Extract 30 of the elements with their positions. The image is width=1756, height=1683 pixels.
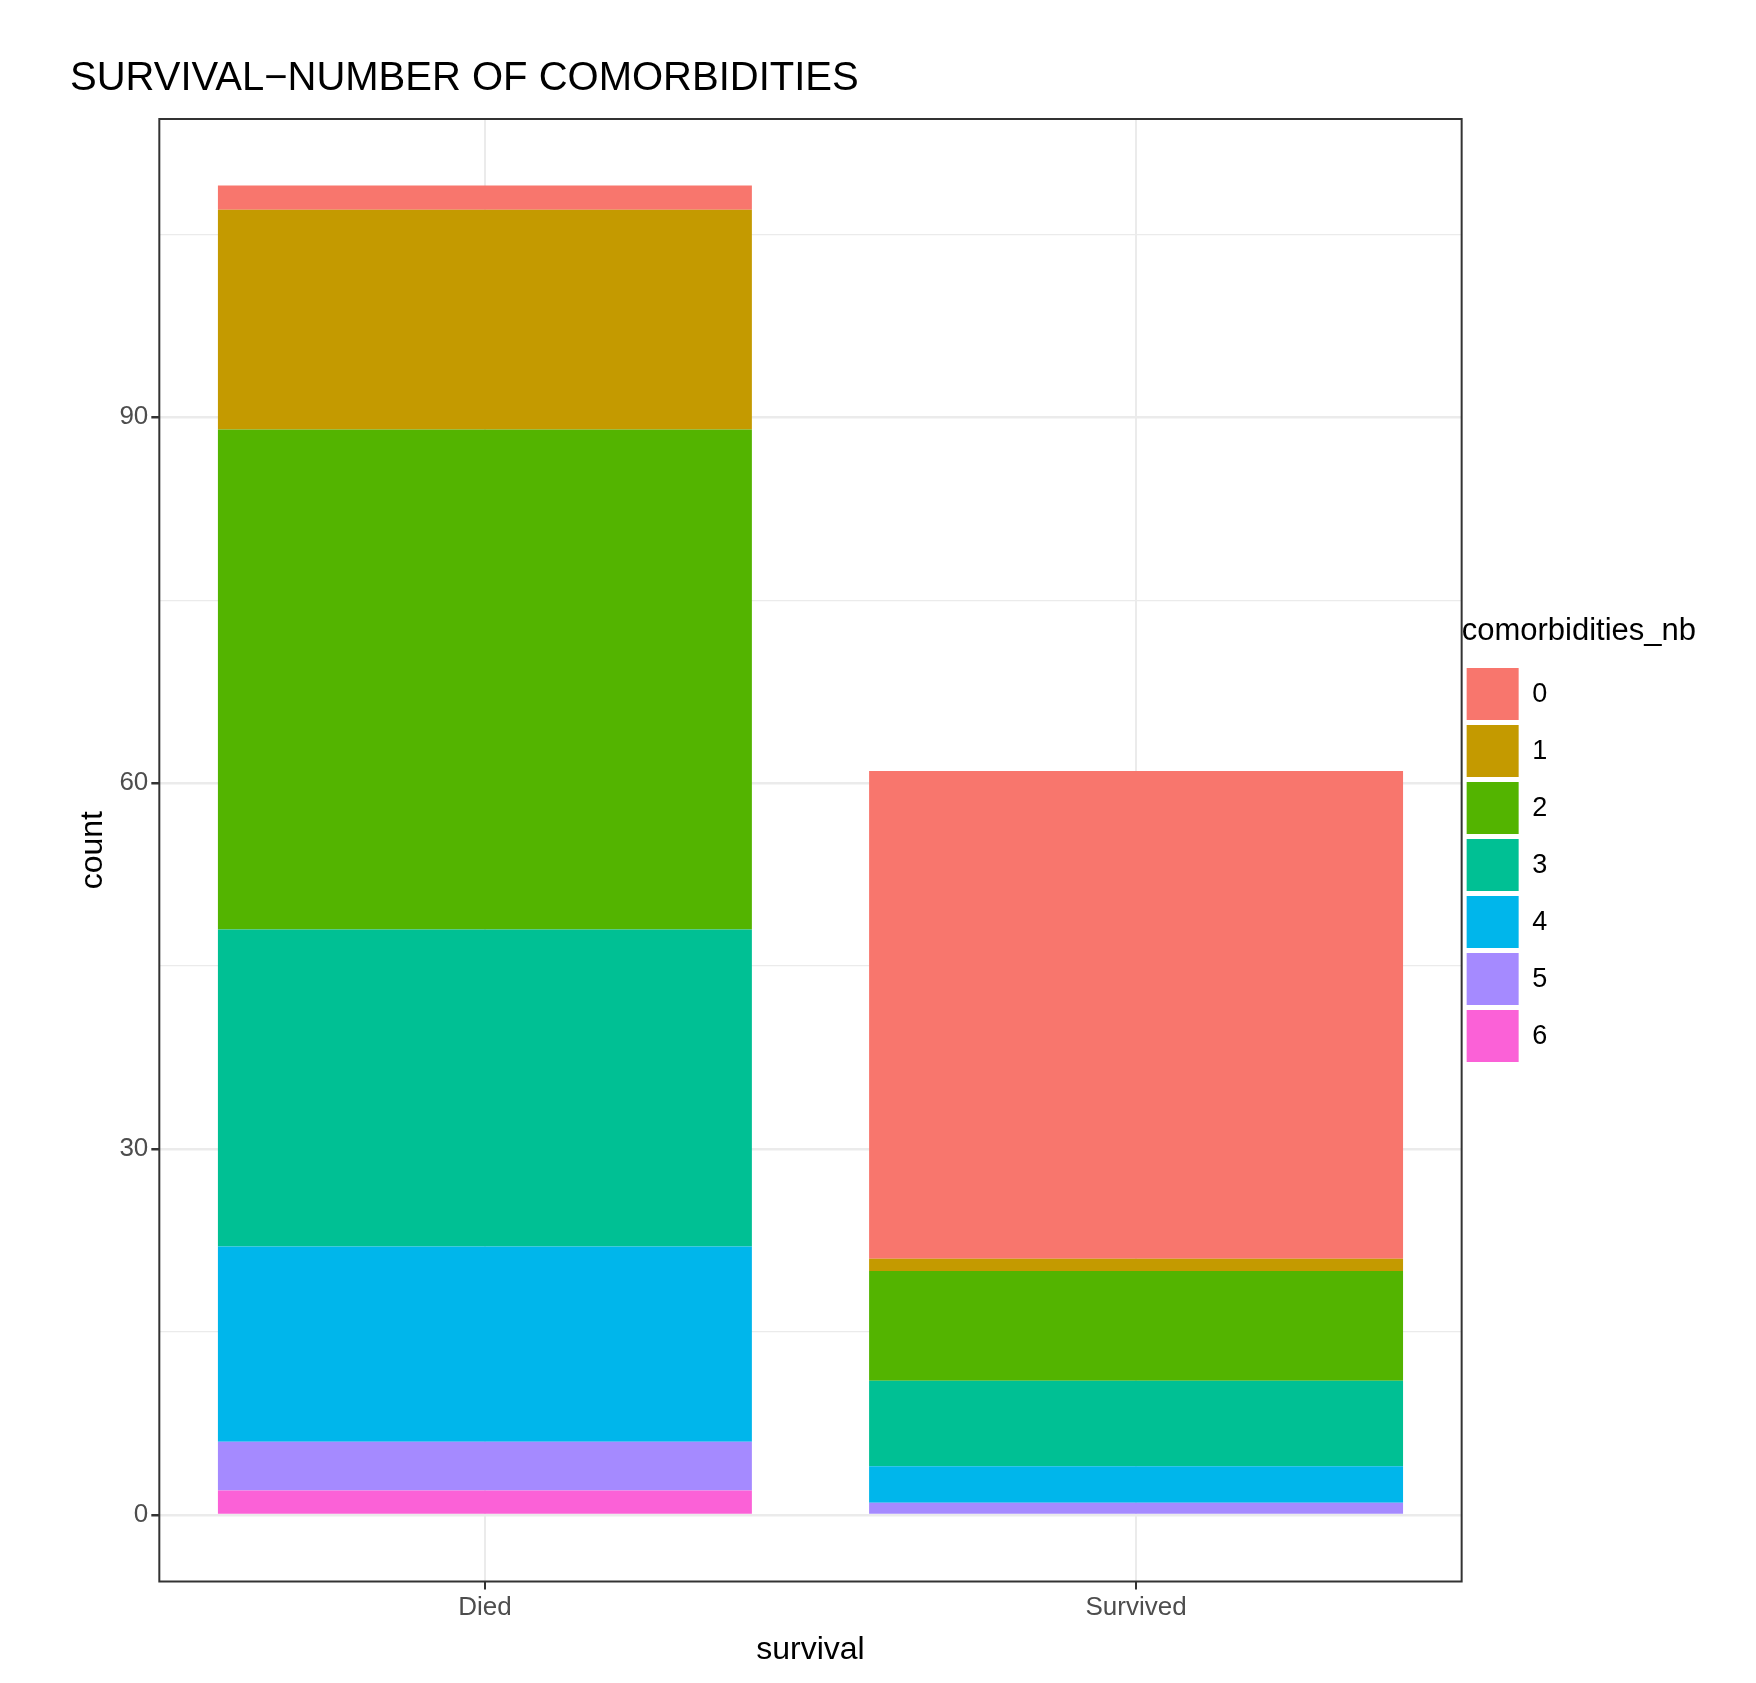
bar — [869, 1466, 1404, 1503]
legend-label: 5 — [1532, 962, 1548, 993]
x-axis-title: survival — [756, 1629, 865, 1666]
y-tick-label: 30 — [119, 1132, 149, 1163]
bar — [217, 209, 752, 430]
bar — [869, 770, 1404, 1259]
bar — [217, 929, 752, 1247]
legend-label: 2 — [1532, 791, 1548, 822]
bar — [217, 185, 752, 210]
bar — [217, 1490, 752, 1514]
legend-label: 0 — [1532, 677, 1548, 708]
y-tick-label: 60 — [119, 766, 149, 797]
bar — [869, 1270, 1404, 1381]
x-tick-label: Died — [458, 1591, 512, 1622]
bar — [869, 1258, 1404, 1271]
bar — [217, 1441, 752, 1491]
x-tick-label: Survived — [1085, 1591, 1187, 1622]
bar — [869, 1380, 1404, 1467]
legend-label: 4 — [1532, 905, 1548, 936]
y-tick-label: 0 — [133, 1498, 149, 1529]
chart-title: SURVIVAL−NUMBER OF COMORBIDITIES — [70, 54, 859, 99]
legend-label: 6 — [1532, 1019, 1548, 1050]
y-axis-title: count — [73, 810, 110, 890]
legend-label: 1 — [1532, 734, 1548, 765]
legend-title: comorbidities_nb — [1461, 611, 1697, 647]
bar — [217, 1246, 752, 1442]
bar — [869, 1502, 1404, 1514]
legend-label: 3 — [1532, 848, 1548, 879]
bar — [217, 429, 752, 930]
y-tick-label: 90 — [119, 400, 149, 431]
